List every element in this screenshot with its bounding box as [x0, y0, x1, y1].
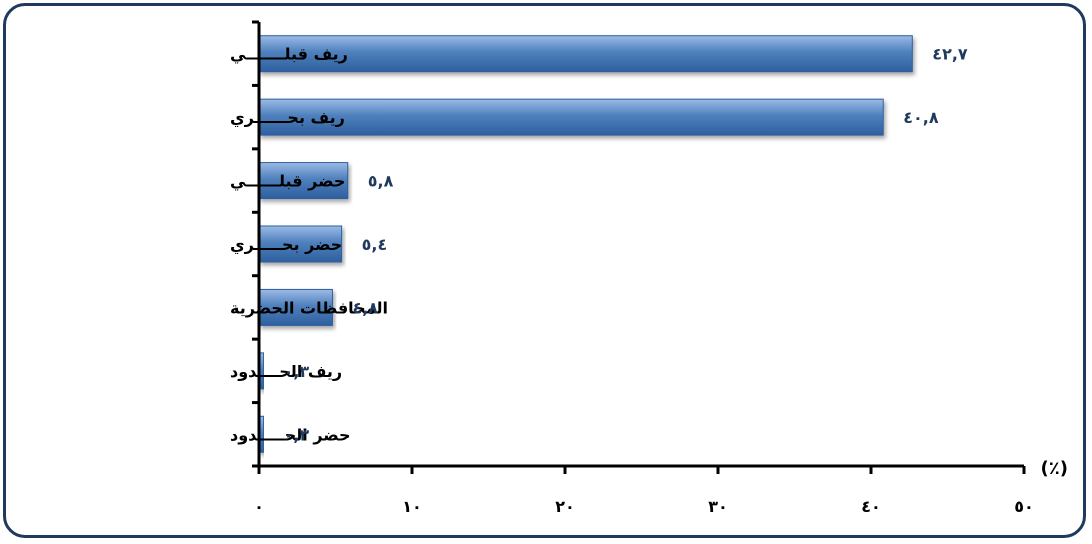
bar-3	[258, 162, 349, 200]
value-label-4: ٥,٤	[362, 235, 388, 254]
category-label-4: حضر بحـــــري	[230, 235, 342, 255]
x-tick-label-4: ٤٠	[861, 497, 881, 516]
bar-4	[258, 225, 343, 263]
unit-label: (٪)	[1041, 458, 1068, 479]
x-tick-label-2: ٢٠	[555, 497, 575, 516]
x-tick-label-5: ٥٠	[1014, 497, 1034, 516]
bar-2	[258, 98, 884, 136]
value-label-6: ٠,٣	[284, 362, 310, 381]
category-label-6: ريف الحــــدود	[230, 362, 342, 381]
value-label-7: ٠,٣	[284, 425, 310, 444]
value-label-1: ٤٢,٧	[932, 45, 968, 64]
bar-1	[258, 35, 913, 73]
category-label-1: ريف قبلـــــــي	[230, 45, 348, 65]
bar-5	[258, 288, 333, 326]
chart-frame	[3, 3, 1086, 538]
value-label-2: ٤٠,٨	[903, 108, 939, 127]
category-label-5: المحافظات الحضرية	[230, 298, 388, 317]
x-tick-label-0: ٠	[254, 497, 264, 516]
x-tick-label-1: ١٠	[402, 497, 422, 516]
category-label-3: حضر قبلــــــي	[230, 172, 345, 192]
category-label-2: ريف بحــــــري	[230, 108, 345, 128]
value-label-5: ٤,٨	[352, 298, 378, 317]
category-label-7: حضر الحـــــدود	[230, 425, 351, 444]
x-tick-label-3: ٣٠	[708, 497, 728, 516]
value-label-3: ٥,٨	[368, 172, 394, 191]
